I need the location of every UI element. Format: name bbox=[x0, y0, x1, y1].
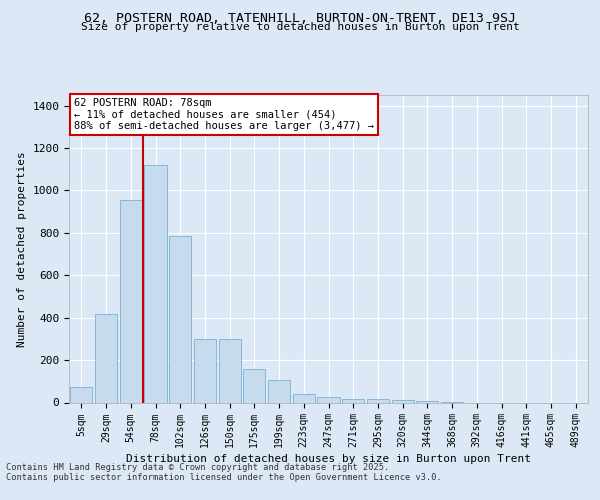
Bar bbox=[169, 236, 191, 402]
Bar bbox=[392, 400, 414, 402]
Text: Contains HM Land Registry data © Crown copyright and database right 2025.: Contains HM Land Registry data © Crown c… bbox=[6, 462, 389, 471]
Bar bbox=[416, 401, 439, 402]
Bar bbox=[367, 400, 389, 402]
Bar bbox=[218, 339, 241, 402]
Bar bbox=[268, 380, 290, 402]
Bar bbox=[95, 314, 117, 402]
X-axis label: Distribution of detached houses by size in Burton upon Trent: Distribution of detached houses by size … bbox=[126, 454, 531, 464]
Bar bbox=[317, 397, 340, 402]
Bar bbox=[70, 386, 92, 402]
Text: Size of property relative to detached houses in Burton upon Trent: Size of property relative to detached ho… bbox=[80, 22, 520, 32]
Bar bbox=[145, 165, 167, 402]
Bar bbox=[243, 368, 265, 402]
Text: Contains public sector information licensed under the Open Government Licence v3: Contains public sector information licen… bbox=[6, 472, 442, 482]
Bar bbox=[293, 394, 315, 402]
Text: 62 POSTERN ROAD: 78sqm
← 11% of detached houses are smaller (454)
88% of semi-de: 62 POSTERN ROAD: 78sqm ← 11% of detached… bbox=[74, 98, 374, 132]
Bar bbox=[194, 339, 216, 402]
Text: 62, POSTERN ROAD, TATENHILL, BURTON-ON-TRENT, DE13 9SJ: 62, POSTERN ROAD, TATENHILL, BURTON-ON-T… bbox=[84, 12, 516, 26]
Bar bbox=[119, 200, 142, 402]
Y-axis label: Number of detached properties: Number of detached properties bbox=[17, 151, 27, 346]
Bar bbox=[342, 400, 364, 402]
